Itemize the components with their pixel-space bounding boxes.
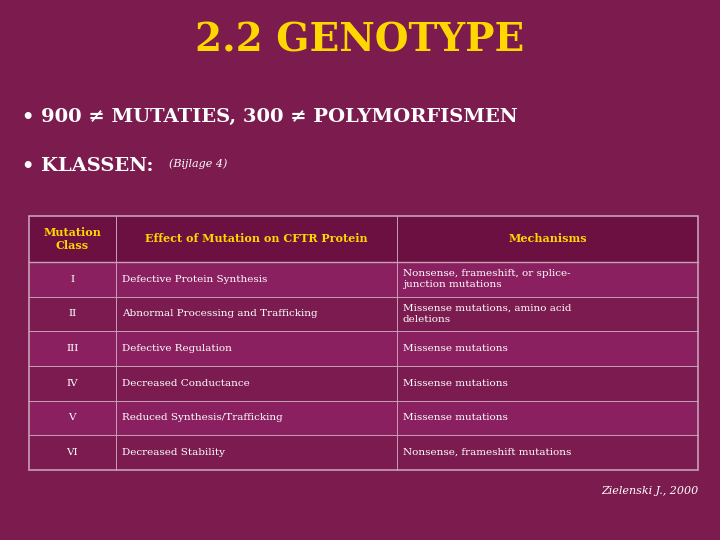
Text: Defective Regulation: Defective Regulation (122, 344, 232, 353)
Text: Decreased Conductance: Decreased Conductance (122, 379, 249, 388)
Bar (29, 331, 698, 366)
Text: Defective Protein Synthesis: Defective Protein Synthesis (122, 275, 267, 284)
Text: Mutation
Class: Mutation Class (43, 227, 102, 251)
Text: II: II (68, 309, 76, 319)
Bar (29, 216, 698, 470)
Text: V: V (68, 413, 76, 422)
Text: Missense mutations: Missense mutations (402, 344, 508, 353)
Text: • KLASSEN:: • KLASSEN: (22, 157, 153, 174)
Text: 2.2 GENOTYPE: 2.2 GENOTYPE (195, 22, 525, 59)
Text: Missense mutations: Missense mutations (402, 413, 508, 422)
Text: III: III (66, 344, 78, 353)
Text: Nonsense, frameshift mutations: Nonsense, frameshift mutations (402, 448, 571, 457)
Bar (29, 366, 698, 401)
Text: Effect of Mutation on CFTR Protein: Effect of Mutation on CFTR Protein (145, 233, 368, 245)
Bar (29, 296, 698, 331)
Bar (29, 401, 698, 435)
Text: Zielenski J., 2000: Zielenski J., 2000 (601, 486, 698, 496)
Text: Decreased Stability: Decreased Stability (122, 448, 225, 457)
Bar (29, 216, 698, 470)
Bar (29, 262, 698, 296)
Bar (29, 435, 698, 470)
Text: Reduced Synthesis/Trafficking: Reduced Synthesis/Trafficking (122, 413, 282, 422)
Text: Abnormal Processing and Trafficking: Abnormal Processing and Trafficking (122, 309, 318, 319)
Text: • 900 ≠ MUTATIES, 300 ≠ POLYMORFISMEN: • 900 ≠ MUTATIES, 300 ≠ POLYMORFISMEN (22, 108, 517, 126)
Text: Missense mutations, amino acid
deletions: Missense mutations, amino acid deletions (402, 304, 572, 324)
Text: VI: VI (66, 448, 78, 457)
Text: Missense mutations: Missense mutations (402, 379, 508, 388)
Text: Nonsense, frameshift, or splice-
junction mutations: Nonsense, frameshift, or splice- junctio… (402, 269, 570, 289)
Text: (Bijlage 4): (Bijlage 4) (169, 159, 228, 170)
Text: Mechanisms: Mechanisms (508, 233, 587, 245)
Text: IV: IV (66, 379, 78, 388)
Text: I: I (71, 275, 74, 284)
